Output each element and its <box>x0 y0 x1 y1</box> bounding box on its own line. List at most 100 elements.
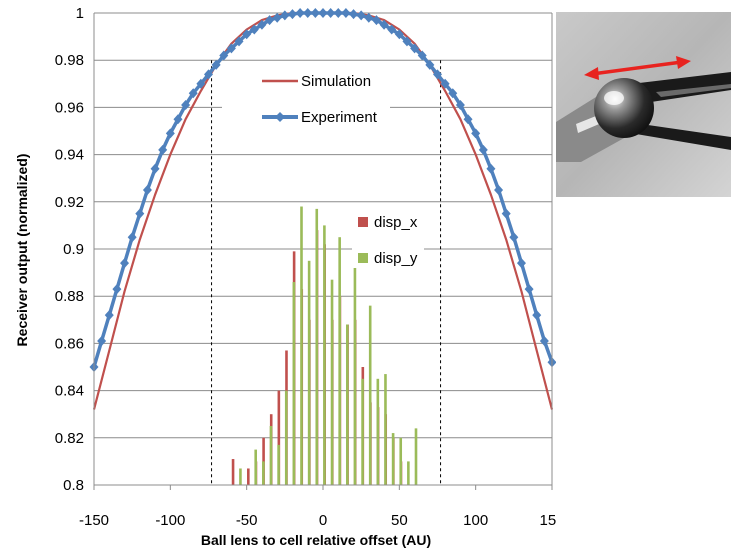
experiment-marker <box>539 336 549 347</box>
experiment-marker <box>150 163 160 174</box>
experiment-marker <box>516 258 526 269</box>
y-tick-label: 0.9 <box>63 241 84 258</box>
experiment-marker <box>394 29 404 40</box>
experiment-marker <box>387 24 397 35</box>
legend-label-simulation: Simulation <box>301 73 371 90</box>
experiment-marker <box>287 9 297 20</box>
experiment-marker <box>524 284 534 295</box>
experiment-marker <box>494 185 504 195</box>
legend-label-experiment: Experiment <box>301 109 378 126</box>
x-tick-label: -150 <box>79 512 109 529</box>
experiment-marker <box>112 284 122 295</box>
experiment-marker <box>127 232 137 243</box>
x-tick-label: 50 <box>391 512 408 529</box>
hist-bar-disp-y <box>262 461 265 485</box>
legend-label-disp-y: disp_y <box>374 250 418 267</box>
hist-legend: disp_x disp_y <box>352 206 424 268</box>
hist-bar-disp-y <box>292 282 296 485</box>
y-tick-label: 0.82 <box>55 430 84 447</box>
ball-lens-photo <box>556 12 731 197</box>
experiment-marker <box>120 258 130 269</box>
y-tick-label: 0.98 <box>55 52 84 69</box>
experiment-marker <box>341 8 351 18</box>
experiment-marker <box>310 8 320 18</box>
experiment-marker <box>433 69 442 80</box>
experiment-marker <box>165 128 175 139</box>
hist-bar-disp-y <box>323 225 326 485</box>
experiment-marker <box>440 78 450 89</box>
hist-bar-disp-y <box>376 378 380 485</box>
line-legend: Simulation Experiment <box>222 66 390 134</box>
y-tick-label: 0.84 <box>55 383 84 400</box>
hist-bar-disp-x <box>231 459 235 485</box>
experiment-marker <box>104 310 114 321</box>
experiment-marker <box>211 59 221 70</box>
experiment-marker <box>371 15 381 26</box>
hist-bar-disp-y <box>330 279 334 485</box>
x-tick-label: 150 <box>539 512 556 529</box>
x-tick-label: 100 <box>463 512 488 529</box>
experiment-marker <box>265 15 275 26</box>
experiment-marker <box>249 24 259 35</box>
hist-bar-disp-y <box>338 237 341 485</box>
x-tick-label: 0 <box>319 512 327 529</box>
experiment-marker <box>349 9 359 20</box>
hist-bar-disp-y <box>399 437 403 485</box>
line-legend-box <box>222 66 390 134</box>
experiment-marker <box>135 208 145 219</box>
experiment-marker <box>379 19 389 30</box>
experiment-marker <box>204 69 213 80</box>
ball-lens-photo-svg <box>556 12 731 197</box>
ball-lens <box>594 78 654 138</box>
experiment-marker <box>219 50 229 61</box>
experiment-marker <box>97 336 107 347</box>
hist-bar-disp-y <box>277 444 280 485</box>
experiment-marker <box>509 232 519 243</box>
experiment-marker <box>158 144 168 155</box>
experiment-marker <box>364 12 374 23</box>
experiment-marker <box>181 100 191 111</box>
hist-bar-disp-y <box>346 324 349 485</box>
legend-swatch-disp-y <box>358 253 368 263</box>
hist-bar-disp-y <box>254 449 257 485</box>
y-tick-label: 0.88 <box>55 288 84 305</box>
experiment-marker <box>303 8 313 18</box>
y-tick-label: 1 <box>76 5 84 22</box>
y-tick-label: 0.96 <box>55 99 84 116</box>
legend-swatch-disp-x <box>358 217 368 227</box>
hist-bar-disp-y <box>361 378 364 485</box>
tweezer-sheen <box>656 84 731 97</box>
experiment-marker <box>425 59 435 70</box>
experiment-marker <box>173 114 183 125</box>
experiment-marker <box>295 8 305 18</box>
hist-bar-disp-y <box>307 260 311 485</box>
y-tick-label: 0.92 <box>55 194 84 211</box>
ball-highlight <box>604 91 624 105</box>
hist-bar-disp-y <box>300 206 303 485</box>
tweezer-upper <box>631 72 731 102</box>
y-tick-label: 0.94 <box>55 147 84 164</box>
hist-bar-disp-y <box>407 461 410 485</box>
experiment-marker <box>410 43 420 54</box>
legend-label-disp-x: disp_x <box>374 214 418 231</box>
experiment-marker <box>142 185 152 195</box>
hist-bar-disp-y <box>284 390 288 485</box>
experiment-marker <box>417 50 427 61</box>
hist-bar-disp-y <box>269 426 273 485</box>
experiment-marker <box>356 10 366 21</box>
experiment-marker <box>326 8 336 18</box>
experiment-marker <box>242 29 252 40</box>
hist-bar-disp-x <box>277 390 281 485</box>
y-tick-label: 0.8 <box>63 477 84 494</box>
chart-svg: 0.8 0.82 0.84 0.86 0.88 0.9 0.92 0.94 0.96 0.98 1 -… <box>14 5 556 548</box>
tweezer-lower <box>636 124 731 150</box>
experiment-marker <box>234 36 244 47</box>
hist-bar-disp-y <box>414 428 418 485</box>
hist-bar-disp-y <box>315 208 319 485</box>
hist-bar-disp-y <box>239 468 242 485</box>
experiment-marker <box>318 8 328 18</box>
hist-bar-disp-y <box>368 305 372 485</box>
experiment-marker <box>272 12 282 23</box>
x-tick-label: -50 <box>236 512 258 529</box>
double-arrow-shaft <box>591 60 683 76</box>
